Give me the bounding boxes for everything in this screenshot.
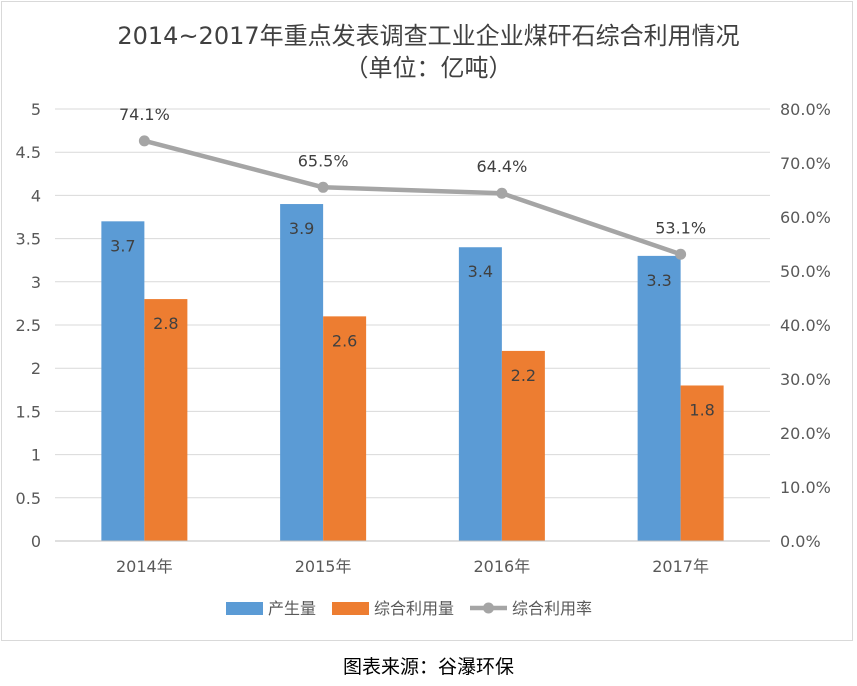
bars: 3.7 2.8 3.9 2.6 3.4 2.2 3.3 1.8 [101, 204, 724, 542]
legend-label: 产生量 [268, 599, 316, 618]
bar [101, 221, 145, 541]
y-axis-left: 0 0.5 1 1.5 2 2.5 3 3.5 4 4.5 5 [16, 100, 41, 551]
rate-point [138, 135, 150, 147]
bar-data-label: 3.7 [110, 236, 135, 255]
legend-swatch [332, 602, 369, 615]
y-left-tick-label: 2 [31, 359, 41, 378]
y-left-tick-label: 1.5 [16, 402, 41, 421]
x-tick-label: 2016年 [474, 557, 531, 576]
bar [680, 385, 724, 541]
bar [501, 350, 545, 541]
bar-data-label: 2.6 [332, 331, 357, 350]
rate-point [317, 181, 329, 193]
y-left-tick-label: 5 [31, 100, 41, 119]
chart-source: 图表来源：谷瀑环保 [342, 656, 514, 678]
bar [144, 299, 188, 541]
y-left-tick-label: 4 [31, 186, 41, 205]
y-right-tick-label: 20.0% [780, 424, 831, 443]
rate-point [496, 187, 508, 199]
x-tick-label: 2014年 [116, 557, 173, 576]
y-left-tick-label: 3 [31, 273, 41, 292]
x-tick-label: 2015年 [295, 557, 352, 576]
bar-data-label: 3.4 [468, 262, 493, 281]
y-right-tick-label: 60.0% [780, 208, 831, 227]
y-left-tick-label: 4.5 [16, 143, 41, 162]
rate-data-label: 65.5% [298, 151, 349, 170]
y-right-tick-label: 80.0% [780, 100, 831, 119]
y-right-tick-label: 0.0% [780, 532, 821, 551]
bar-data-label: 2.2 [511, 366, 536, 385]
chart-title: 2014~2017年重点发表调查工业企业煤矸石综合利用情况 [117, 22, 740, 50]
legend: 产生量 综合利用量 综合利用率 [226, 599, 592, 618]
bar [637, 255, 681, 541]
y-left-tick-label: 3.5 [16, 230, 41, 249]
rate-point [675, 248, 687, 260]
bar-data-label: 3.3 [646, 271, 671, 290]
y-left-tick-label: 1 [31, 446, 41, 465]
legend-label: 综合利用率 [512, 599, 592, 618]
bar [323, 316, 367, 541]
y-right-tick-label: 70.0% [780, 154, 831, 173]
rate-data-label: 74.1% [119, 105, 170, 124]
y-axis-right: 0.0% 10.0% 20.0% 30.0% 40.0% 50.0% 60.0% 70.0% 8… [780, 100, 831, 551]
bar-data-label: 3.9 [289, 219, 314, 238]
bar [280, 204, 324, 542]
legend-marker [483, 602, 494, 614]
rate-line: 74.1% 65.5% 64.4% 53.1% [119, 105, 706, 260]
bar-data-label: 1.8 [689, 400, 714, 419]
y-left-tick-label: 0.5 [16, 489, 41, 508]
bar-data-label: 2.8 [153, 314, 178, 333]
y-left-tick-label: 2.5 [16, 316, 41, 335]
y-right-tick-label: 50.0% [780, 262, 831, 281]
y-right-tick-label: 40.0% [780, 316, 831, 335]
rate-line-path [143, 138, 682, 257]
y-right-tick-label: 10.0% [780, 478, 831, 497]
bar [458, 247, 502, 542]
x-axis: 2014年 2015年 2016年 2017年 [55, 540, 770, 576]
rate-data-label: 53.1% [655, 218, 706, 237]
chart-subtitle: （单位：亿吨） [344, 54, 513, 82]
x-tick-label: 2017年 [652, 557, 709, 576]
y-right-tick-label: 30.0% [780, 370, 831, 389]
legend-swatch [226, 602, 263, 615]
legend-label: 综合利用量 [374, 599, 454, 618]
rate-data-label: 64.4% [476, 157, 527, 176]
y-left-tick-label: 0 [31, 532, 41, 551]
